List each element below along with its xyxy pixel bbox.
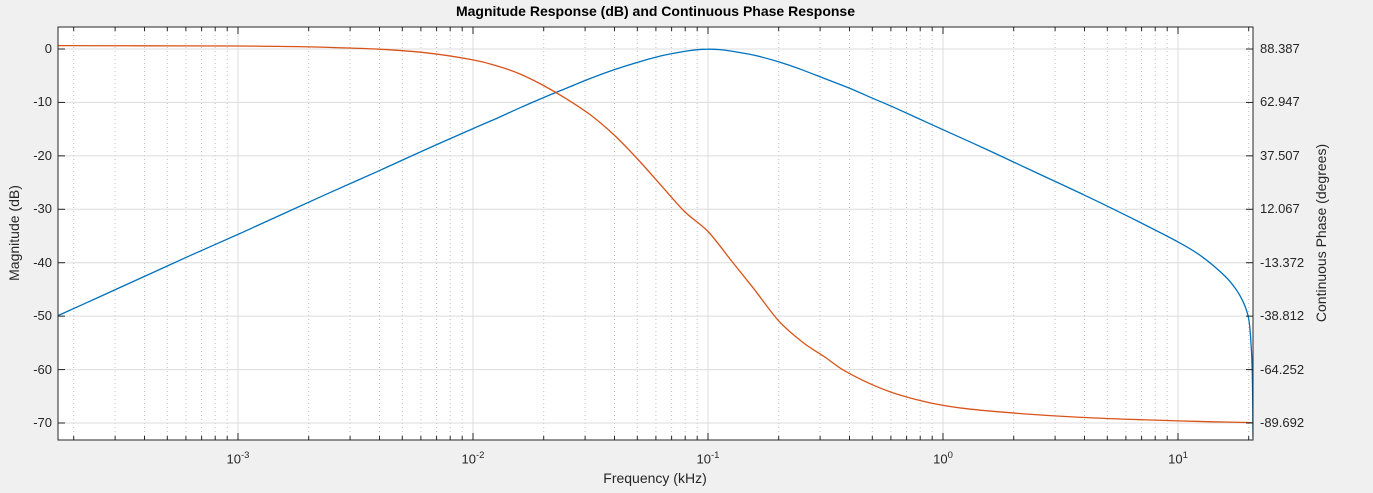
x-axis-label: Frequency (kHz): [603, 470, 707, 486]
y-tick-label-right: 62.947: [1260, 94, 1300, 110]
major-gridlines: [58, 27, 1253, 440]
plot-background: [58, 27, 1253, 440]
x-tick-label: 100: [933, 450, 953, 467]
y-tick-label-left: -60: [33, 361, 52, 377]
y-tick-label-right: 12.067: [1260, 201, 1300, 217]
x-tick-label: 10-2: [461, 450, 485, 467]
x-tick-label: 10-1: [696, 450, 720, 467]
x-tick-label: 10-3: [226, 450, 250, 467]
y-tick-label-right: -89.692: [1260, 415, 1305, 430]
y-tick-label-right: 37.507: [1260, 147, 1300, 163]
tick-marks: [58, 27, 1253, 440]
y-tick-label-right: -64.252: [1260, 361, 1305, 377]
curves-group: [58, 44, 1253, 439]
y-tick-label-left: -10: [33, 94, 52, 110]
y-tick-label-left: 0: [44, 41, 52, 56]
y-tick-label-left: -50: [33, 308, 52, 324]
y-tick-label-left: -30: [33, 201, 52, 217]
y-tick-label-left: -20: [33, 147, 52, 163]
y-tick-label-left: -40: [33, 254, 52, 270]
y-tick-label-right: 88.387: [1260, 41, 1300, 56]
chart-title: Magnitude Response (dB) and Continuous P…: [455, 3, 856, 19]
y-tick-label-left: -70: [33, 415, 52, 430]
phase-curve: [58, 44, 1253, 424]
x-tick-label: 101: [1168, 450, 1188, 467]
magnitude-curve: [58, 48, 1253, 439]
y-axis-label-right: Continuous Phase (degrees): [1313, 143, 1329, 323]
y-tick-label-right: -13.372: [1260, 254, 1305, 270]
minor-gridlines: [73, 27, 1250, 440]
y-tick-label-right: -38.812: [1260, 308, 1305, 324]
